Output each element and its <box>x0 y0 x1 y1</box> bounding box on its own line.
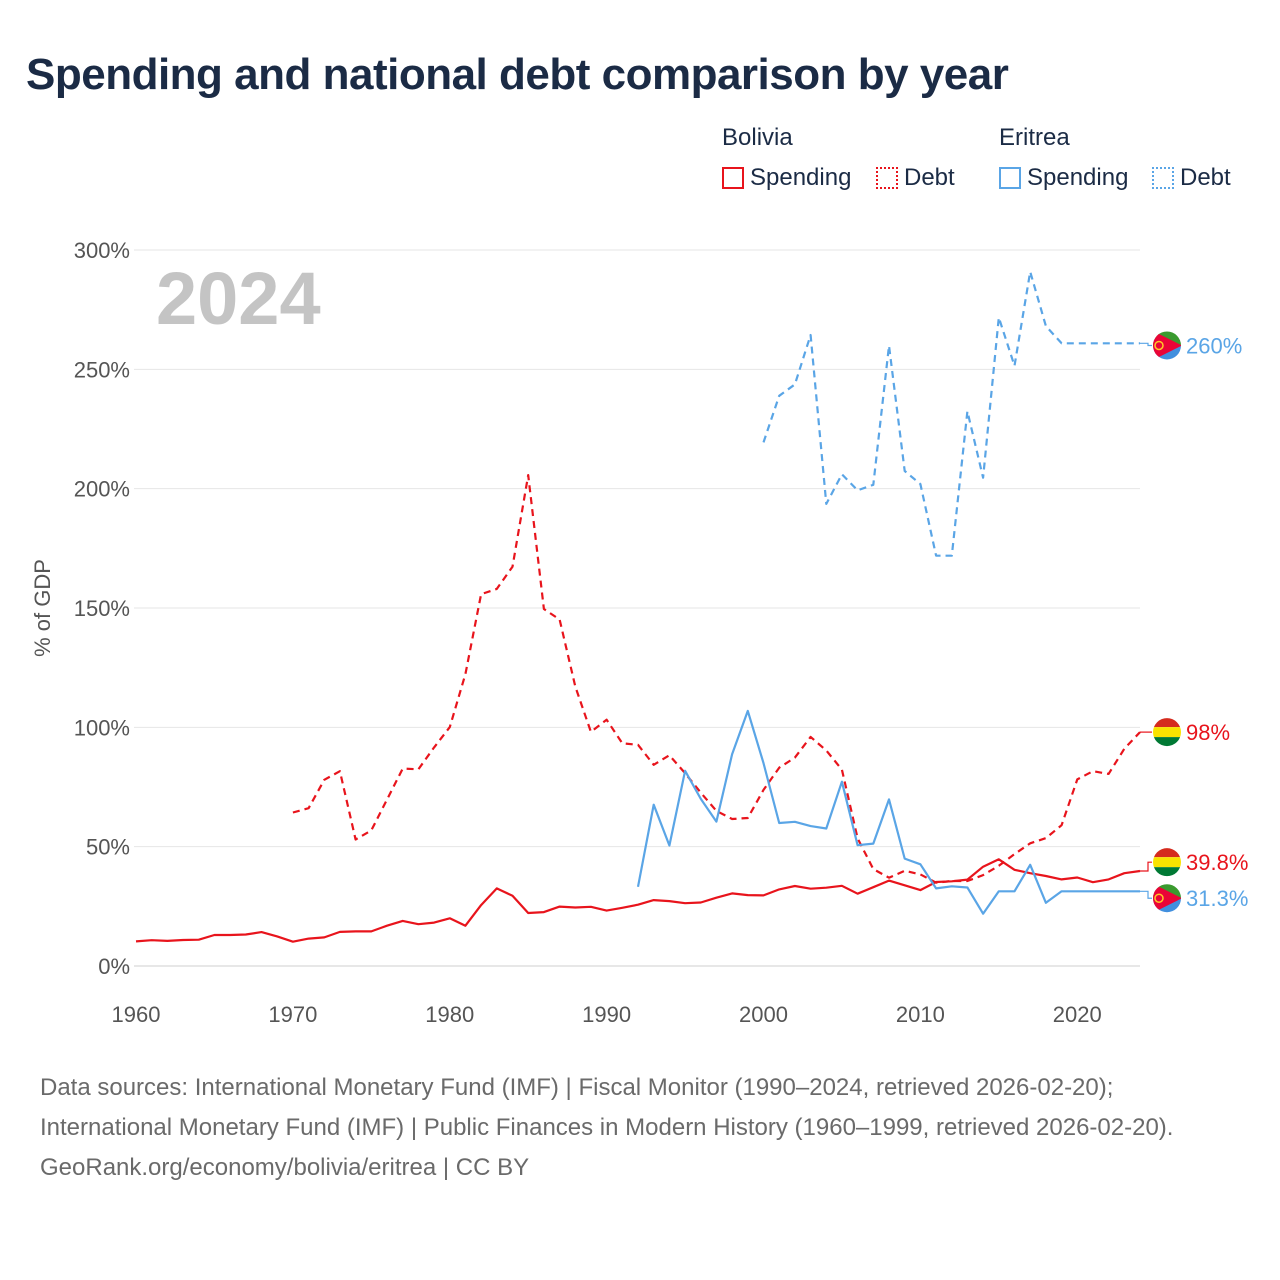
x-tick-label: 2000 <box>739 1002 788 1027</box>
x-tick-label: 2020 <box>1053 1002 1102 1027</box>
series-lines <box>135 270 1141 943</box>
bolivia-flag-icon <box>1153 718 1181 747</box>
y-tick-label: 0% <box>98 954 130 979</box>
end-value-label: 260% <box>1186 333 1242 358</box>
legend-swatch-dotted-red <box>876 167 898 189</box>
end-connector <box>1140 890 1152 899</box>
series-line-bolivia-debt[interactable] <box>292 474 1141 884</box>
y-tick-label: 50% <box>86 835 130 860</box>
end-connector <box>1140 342 1152 347</box>
end-value-label: 39.8% <box>1186 850 1248 875</box>
y-tick-label: 100% <box>74 715 130 740</box>
eritrea-flag-icon <box>1153 884 1181 913</box>
legend-swatch-dotted-blue <box>1152 167 1174 189</box>
legend-item-eritrea-debt[interactable]: Debt <box>1152 164 1231 192</box>
axes: 0% 50% 100% 150% 200% 250% 300% 1960 1970 1980 199… <box>74 238 1102 1027</box>
footer: Data sources: International Monetary Fun… <box>40 1068 1240 1188</box>
series-line-bolivia-spending[interactable] <box>135 858 1141 943</box>
chart-title: Spending and national debt comparison by… <box>26 50 1009 99</box>
y-tick-label: 150% <box>74 596 130 621</box>
y-tick-label: 300% <box>74 238 130 263</box>
legend-item-bolivia-debt[interactable]: Debt <box>876 164 955 192</box>
legend-swatch-solid-red <box>722 167 744 189</box>
legend-group-bolivia: Bolivia <box>722 124 793 151</box>
x-tick-label: 1990 <box>582 1002 631 1027</box>
end-labels: 39.8% 98% 31.3% 260% <box>1140 331 1248 913</box>
legend-group-eritrea: Eritrea <box>999 124 1070 151</box>
legend-label: Debt <box>904 164 955 191</box>
year-watermark: 2024 <box>156 257 321 340</box>
gridlines <box>134 249 1140 967</box>
legend-label: Spending <box>1027 164 1129 191</box>
end-value-label: 31.3% <box>1186 886 1248 911</box>
y-tick-label: 250% <box>74 357 130 382</box>
legend-label: Spending <box>750 164 852 191</box>
credit-link[interactable]: GeoRank.org/economy/bolivia/eritrea | CC… <box>40 1154 530 1181</box>
x-tick-label: 1960 <box>112 1002 161 1027</box>
data-sources: Data sources: International Monetary Fun… <box>40 1074 1174 1141</box>
y-tick-label: 200% <box>74 477 130 502</box>
legend-item-bolivia-spending[interactable]: Spending <box>722 164 851 192</box>
series-line-eritrea-spending[interactable] <box>636 709 1140 915</box>
legend-label: Debt <box>1180 164 1231 191</box>
legend-item-eritrea-spending[interactable]: Spending <box>999 164 1128 192</box>
end-connector <box>1140 861 1152 872</box>
legend-swatch-solid-blue <box>999 167 1021 189</box>
end-value-label: 98% <box>1186 720 1230 745</box>
eritrea-flag-icon <box>1153 331 1181 360</box>
series-line-eritrea-debt[interactable] <box>762 270 1141 557</box>
line-chart: 2024 0% 50% 100% 150% 200% 250% 300% 1960 1970 19… <box>30 238 1248 1027</box>
y-axis-label: % of GDP <box>30 559 55 657</box>
x-tick-label: 2010 <box>896 1002 945 1027</box>
bolivia-flag-icon <box>1153 848 1181 877</box>
x-tick-label: 1980 <box>425 1002 474 1027</box>
x-tick-label: 1970 <box>268 1002 317 1027</box>
